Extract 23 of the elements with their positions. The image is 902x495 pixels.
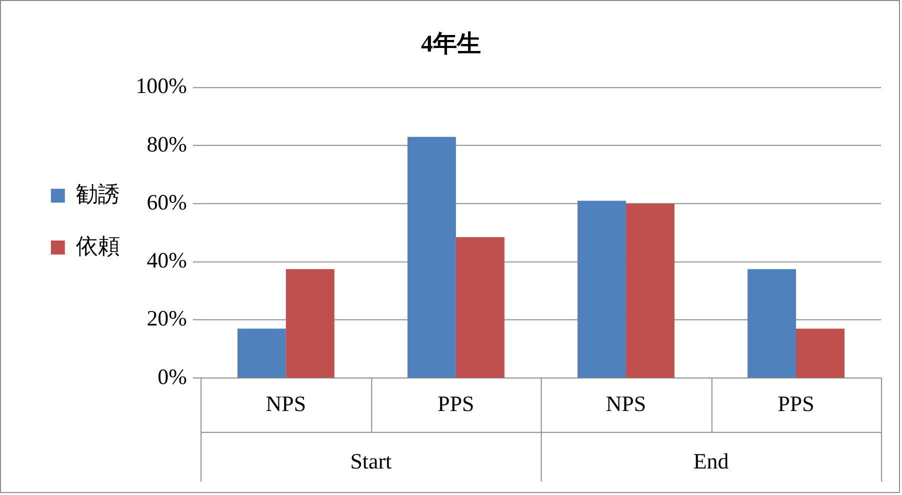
bar bbox=[237, 328, 286, 378]
bar bbox=[626, 204, 674, 378]
legend-label: 依頼 bbox=[76, 233, 120, 258]
y-tick-label: 20% bbox=[146, 306, 187, 331]
x-tick-label: NPS bbox=[266, 390, 306, 416]
bar bbox=[456, 237, 504, 378]
legend-label: 勧誘 bbox=[76, 181, 120, 206]
text: Start bbox=[350, 448, 392, 474]
y-tick-label: 60% bbox=[146, 189, 187, 214]
y-tick-label: 100% bbox=[136, 73, 187, 98]
bar bbox=[286, 269, 334, 378]
x-tick-label: NPS bbox=[606, 390, 646, 416]
bar bbox=[407, 136, 456, 378]
x-tick-label: PPS bbox=[778, 390, 814, 416]
bar bbox=[748, 269, 796, 378]
y-tick-label: 40% bbox=[146, 248, 187, 273]
chart-title: 4年生 bbox=[420, 30, 481, 58]
y-tick-label: 0% bbox=[158, 364, 187, 389]
bar bbox=[796, 328, 844, 378]
x-tick-label: PPS bbox=[438, 390, 474, 416]
y-tick-label: 80% bbox=[146, 131, 187, 156]
text: End bbox=[693, 448, 729, 474]
bar bbox=[578, 200, 626, 378]
